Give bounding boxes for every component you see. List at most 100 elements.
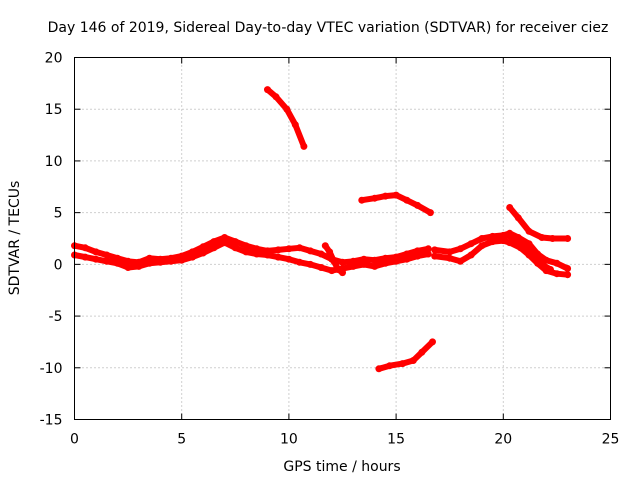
data-point <box>538 260 546 268</box>
data-point <box>506 204 514 211</box>
data-point <box>426 209 434 217</box>
data-point <box>414 201 421 209</box>
data-point <box>210 238 218 246</box>
data-point <box>431 252 439 260</box>
data-point <box>564 271 572 279</box>
data-point <box>92 248 100 256</box>
data-point <box>339 258 346 266</box>
data-point <box>221 239 229 247</box>
data-point <box>188 253 196 261</box>
data-point <box>409 357 417 364</box>
data-point <box>424 250 432 258</box>
y-tick-label: -15 <box>40 413 63 429</box>
data-point <box>103 257 111 265</box>
data-point <box>231 238 239 246</box>
data-point <box>296 258 304 266</box>
data-point <box>285 255 293 263</box>
data-point <box>525 227 533 235</box>
data-point <box>431 246 439 254</box>
data-point <box>403 255 411 263</box>
data-point <box>549 235 557 242</box>
y-tick-label: 15 <box>45 102 63 118</box>
data-point <box>512 236 520 243</box>
data-point <box>264 86 271 94</box>
data-point <box>504 231 512 239</box>
data-point <box>418 348 426 356</box>
data-point <box>381 259 389 267</box>
data-point <box>553 259 561 267</box>
data-point <box>553 270 561 278</box>
y-tick-label: 10 <box>45 154 63 170</box>
y-tick-label: -5 <box>49 309 63 325</box>
data-point <box>542 256 550 264</box>
data-point <box>300 142 308 150</box>
data-point <box>514 214 522 222</box>
axes: 0 5 10 15 20 25 -15 -10 -5 0 5 10 15 20 <box>40 51 620 448</box>
data-point <box>386 362 394 370</box>
data-point <box>146 254 153 262</box>
data-point <box>242 242 250 250</box>
data-point <box>92 255 100 263</box>
data-point <box>321 242 329 250</box>
data-point <box>146 259 153 267</box>
data-point <box>156 258 164 266</box>
series-track-main-lower <box>71 239 432 274</box>
data-point <box>358 196 366 204</box>
y-tick-label: 5 <box>54 206 63 222</box>
data-point <box>506 239 514 247</box>
data-point <box>253 245 261 253</box>
data-point <box>392 257 400 265</box>
data-point <box>330 257 338 265</box>
x-axis-label: GPS time / hours <box>283 459 400 475</box>
data-point <box>306 260 314 268</box>
data-point <box>564 235 572 242</box>
y-axis-label: SDTVAR / TECUs <box>7 181 23 296</box>
data-point <box>178 256 186 264</box>
data-point <box>231 244 239 252</box>
data-point <box>81 253 89 261</box>
x-tick-label: 25 <box>602 432 620 448</box>
data-point <box>381 192 389 200</box>
data-point <box>360 260 368 268</box>
y-tick-label: -10 <box>40 361 63 377</box>
data-point <box>274 253 282 261</box>
data-point <box>371 194 379 202</box>
data-point <box>103 251 111 259</box>
data-point <box>221 234 229 241</box>
data-point <box>296 244 304 252</box>
x-tick-label: 0 <box>70 432 79 448</box>
data-point <box>210 244 218 252</box>
data-point <box>489 238 497 246</box>
data-point <box>272 93 280 101</box>
data-point <box>317 264 325 271</box>
x-tick-label: 20 <box>494 432 512 448</box>
data-point <box>199 243 207 251</box>
data-point <box>167 257 175 265</box>
data-point <box>371 256 379 264</box>
data-point <box>424 245 432 253</box>
data-point <box>446 254 454 262</box>
data-point <box>339 269 346 277</box>
data-point <box>135 262 143 270</box>
y-tick-label: 0 <box>54 257 63 273</box>
data-point <box>375 365 383 373</box>
data-point <box>328 267 336 275</box>
data-point <box>403 196 411 204</box>
data-point <box>456 257 464 265</box>
data-point <box>242 248 250 256</box>
x-tick-label: 5 <box>177 432 186 448</box>
data-point <box>529 251 537 259</box>
x-tick-label: 10 <box>280 432 298 448</box>
data-point <box>467 240 475 248</box>
data-point <box>495 236 503 243</box>
series-track-main-upper <box>71 234 432 266</box>
data-point <box>291 121 299 129</box>
data-point <box>467 251 475 259</box>
data-point <box>349 262 357 270</box>
data-point <box>253 250 261 258</box>
data-point <box>399 360 406 368</box>
data-point <box>538 234 546 241</box>
data-point <box>274 246 282 254</box>
data-point <box>414 247 421 255</box>
